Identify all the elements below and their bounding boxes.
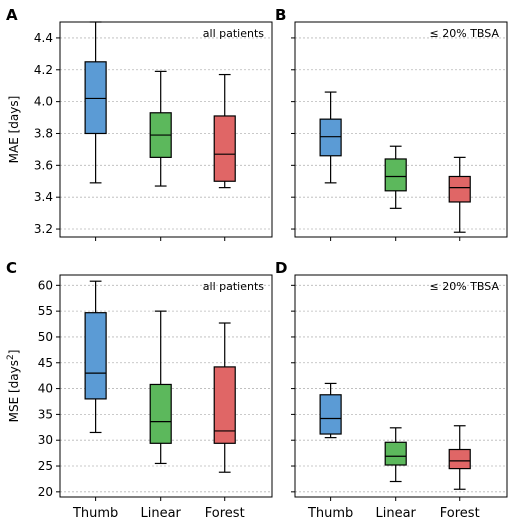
iqr-box [84,312,107,400]
x-tick-label-thumb: Thumb [72,506,118,517]
iqr-box [384,441,407,466]
y-tick-label: 20 [38,485,53,499]
y-tick-label: 4.4 [34,31,53,45]
x-tick-label-forest: Forest [205,506,245,517]
panel-annotation: ≤ 20% TBSA [430,27,500,40]
y-tick-label: 30 [38,433,53,447]
y-tick-label: 3.2 [34,222,53,236]
panel-c: 20 25 30 35 40 45 50 55 60 Thumb Linear Forest all p… [6,259,273,517]
iqr-box [213,115,236,182]
y-tick-label: 60 [38,278,53,292]
box-forest [448,425,471,490]
box-forest [213,73,236,189]
y-tick-label: 35 [38,407,53,421]
y-axis-label: MSE [days2] [6,350,21,423]
box-forest [448,156,471,233]
axes-frame [59,274,273,498]
box-thumb [84,21,107,184]
axes-frame [59,21,273,238]
y-tick-label: 3.4 [34,190,53,204]
iqr-box [319,118,342,157]
y-tick-label: 25 [38,459,53,473]
x-tick-label-thumb: Thumb [307,506,353,517]
y-axis-label-text: MAE [days] [7,96,21,164]
x-tick-label-linear: Linear [375,506,416,517]
box-thumb [319,91,342,184]
iqr-box [213,366,236,444]
y-tick-label: 45 [38,356,53,370]
box-linear [384,427,407,483]
y-tick-label: 4.0 [34,95,53,109]
iqr-box [384,158,407,192]
axes-frame [294,21,508,238]
y-axis-label-superscript: 2 [6,354,16,360]
iqr-box [84,61,107,135]
panel-letter: D [275,259,287,277]
box-linear [149,70,172,187]
y-tick-label: 3.8 [34,126,53,140]
y-tick-label: 4.2 [34,63,53,77]
axes-frame [294,274,508,498]
iqr-box [319,394,342,435]
panel-b: ≤ 20% TBSA B [275,6,508,241]
panel-annotation: all patients [203,280,264,293]
y-tick-label: 40 [38,382,53,396]
box-linear [384,145,407,209]
y-tick-label: 55 [38,304,53,318]
box-thumb [84,280,107,434]
x-tick-label-forest: Forest [440,506,480,517]
y-axis-label-end: ] [7,350,21,355]
y-tick-label: 3.6 [34,158,53,172]
y-tick-label: 50 [38,330,53,344]
panel-a: 3.2 3.4 3.6 3.8 4.0 4.2 4.4 all patients A MAE [d… [6,6,273,241]
iqr-box [448,448,471,470]
iqr-box [149,383,172,444]
y-axis-label-text: MSE [days [7,360,21,422]
box-forest [213,322,236,473]
panel-letter: A [6,6,18,24]
box-thumb [319,382,342,439]
panel-annotation: all patients [203,27,264,40]
panel-letter: B [275,6,286,24]
y-axis-label: MAE [days] [7,96,21,164]
panel-annotation: ≤ 20% TBSA [430,280,500,293]
panel-letter: C [6,259,17,277]
box-linear [149,310,172,465]
panel-d: Thumb Linear Forest ≤ 20% TBSA D [275,259,508,517]
iqr-box [448,175,471,203]
x-tick-label-linear: Linear [140,506,181,517]
